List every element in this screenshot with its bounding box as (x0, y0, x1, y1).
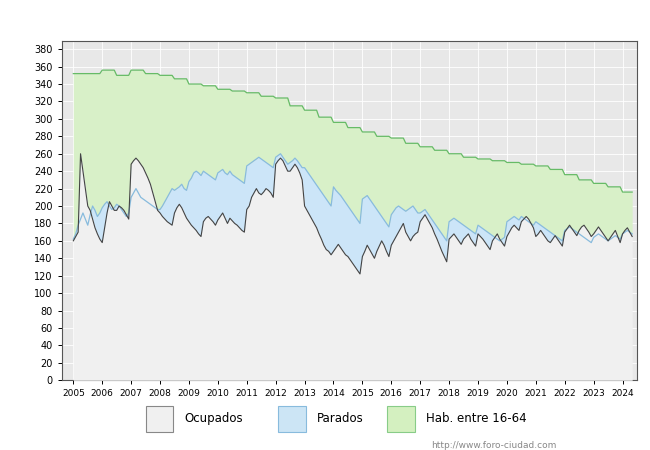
Text: Beade - Evolucion de la poblacion en edad de Trabajar Mayo de 2024: Beade - Evolucion de la poblacion en eda… (67, 12, 583, 25)
Text: Parados: Parados (317, 413, 364, 425)
FancyBboxPatch shape (387, 406, 415, 432)
Text: Ocupados: Ocupados (185, 413, 243, 425)
Text: http://www.foro-ciudad.com: http://www.foro-ciudad.com (432, 441, 556, 450)
FancyBboxPatch shape (146, 406, 173, 432)
FancyBboxPatch shape (278, 406, 306, 432)
Text: Hab. entre 16-64: Hab. entre 16-64 (426, 413, 527, 425)
